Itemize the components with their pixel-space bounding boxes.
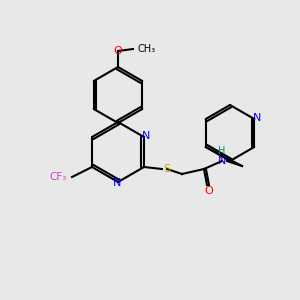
Text: S: S xyxy=(163,164,170,174)
Text: O: O xyxy=(205,186,213,196)
Text: CH₃: CH₃ xyxy=(138,44,156,54)
Text: N: N xyxy=(218,156,226,166)
Text: CF₃: CF₃ xyxy=(49,172,67,182)
Text: H: H xyxy=(218,146,226,156)
Text: O: O xyxy=(114,46,122,56)
Text: N: N xyxy=(113,178,121,188)
Text: N: N xyxy=(142,131,150,141)
Text: N: N xyxy=(253,113,261,123)
